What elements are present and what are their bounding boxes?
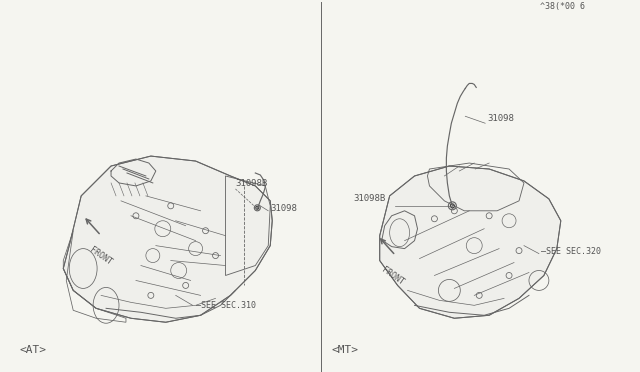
Text: 31098: 31098 <box>270 204 297 213</box>
Text: 31098B: 31098B <box>354 194 386 203</box>
Text: —SEE SEC.320: —SEE SEC.320 <box>541 247 601 256</box>
Text: —SEE SEC.310: —SEE SEC.310 <box>196 301 255 310</box>
Text: <MT>: <MT> <box>332 345 358 355</box>
Text: 31098B: 31098B <box>236 179 268 188</box>
Polygon shape <box>380 166 561 318</box>
Text: FRONT: FRONT <box>88 246 114 267</box>
Text: ^38(*00 6: ^38(*00 6 <box>540 2 585 11</box>
Text: 31098: 31098 <box>487 114 514 123</box>
Text: FRONT: FRONT <box>380 266 405 287</box>
Text: <AT>: <AT> <box>19 345 47 355</box>
Polygon shape <box>63 156 272 322</box>
